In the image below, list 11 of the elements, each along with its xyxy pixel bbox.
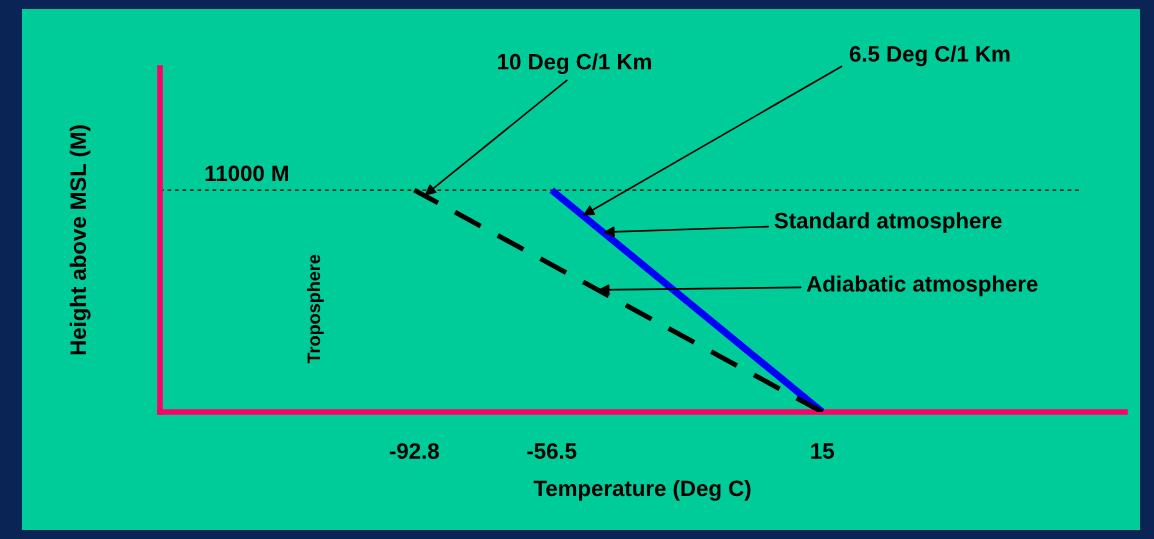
text: Adiabatic atmosphere	[806, 275, 1038, 297]
text: Standard atmosphere	[774, 212, 1002, 233]
x-tick-label: 15	[811, 443, 834, 459]
annotation: 10 Deg C/1 Km	[498, 53, 651, 75]
annotation: 6.5 Deg C/1 Km	[849, 45, 1010, 67]
x-tick-label: -56.5	[527, 443, 577, 459]
ref-line-label: 11000 M	[205, 165, 288, 182]
annotation: Troposphere	[306, 254, 324, 364]
x-tick-label: -92.8	[389, 443, 439, 459]
x-axis-title: Temperature (Deg C)	[533, 479, 751, 501]
y-axis-title: Height above MSL (M)	[69, 125, 91, 355]
